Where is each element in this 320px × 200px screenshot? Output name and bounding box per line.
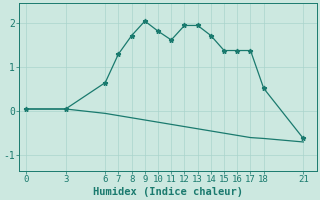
- X-axis label: Humidex (Indice chaleur): Humidex (Indice chaleur): [93, 186, 243, 197]
